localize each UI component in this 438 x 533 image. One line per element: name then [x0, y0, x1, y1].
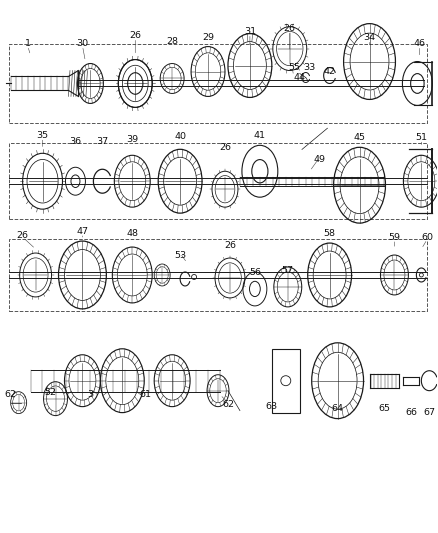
- Text: 51: 51: [415, 133, 427, 142]
- Text: 62: 62: [5, 390, 17, 399]
- Text: 53: 53: [174, 251, 186, 260]
- Text: 60: 60: [421, 232, 433, 241]
- Text: 62: 62: [222, 400, 234, 409]
- Text: 26: 26: [129, 31, 141, 40]
- Text: 52: 52: [45, 388, 57, 397]
- Text: 64: 64: [332, 404, 344, 413]
- Text: 59: 59: [389, 232, 400, 241]
- Text: 1: 1: [25, 39, 31, 48]
- Text: 58: 58: [324, 229, 336, 238]
- Text: 36: 36: [69, 137, 81, 146]
- Text: 39: 39: [126, 135, 138, 144]
- Text: 44: 44: [294, 73, 306, 82]
- Text: 29: 29: [202, 33, 214, 42]
- Text: 45: 45: [353, 133, 366, 142]
- Text: 26: 26: [219, 143, 231, 152]
- Text: 57: 57: [282, 266, 294, 276]
- Text: 42: 42: [324, 67, 336, 76]
- Text: 46: 46: [413, 39, 425, 48]
- Text: 56: 56: [249, 269, 261, 278]
- Text: 47: 47: [77, 227, 88, 236]
- Text: 65: 65: [378, 404, 390, 413]
- Text: 61: 61: [139, 390, 151, 399]
- Text: 34: 34: [364, 33, 375, 42]
- Text: 26: 26: [224, 240, 236, 249]
- Text: 49: 49: [314, 155, 326, 164]
- Text: 41: 41: [254, 131, 266, 140]
- Text: 33: 33: [304, 63, 316, 72]
- Text: 35: 35: [36, 131, 49, 140]
- Text: 3: 3: [87, 390, 93, 399]
- Text: 30: 30: [76, 39, 88, 48]
- Text: 31: 31: [244, 27, 256, 36]
- Text: 37: 37: [96, 137, 109, 146]
- Text: 28: 28: [166, 37, 178, 46]
- Text: 40: 40: [174, 132, 186, 141]
- Text: 66: 66: [406, 408, 417, 417]
- Text: 67: 67: [424, 408, 435, 417]
- Text: 63: 63: [266, 402, 278, 411]
- Text: 48: 48: [126, 229, 138, 238]
- Text: 26: 26: [284, 24, 296, 33]
- Text: 55: 55: [289, 63, 301, 72]
- Text: 26: 26: [17, 231, 28, 239]
